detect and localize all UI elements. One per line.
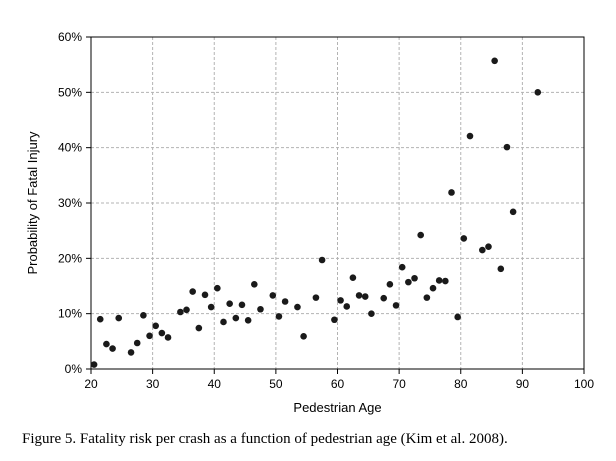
y-tick-label: 20%: [58, 251, 82, 265]
data-point: [411, 274, 418, 282]
data-point: [318, 256, 326, 264]
data-point: [331, 316, 338, 324]
data-point: [386, 281, 394, 288]
data-point: [238, 301, 246, 309]
data-point: [232, 314, 240, 322]
data-point: [103, 340, 110, 348]
x-tick-label: 80: [454, 377, 468, 391]
data-point: [207, 303, 215, 311]
data-point: [90, 361, 98, 368]
data-point: [133, 339, 141, 347]
data-point: [146, 332, 153, 340]
data-point: [251, 281, 258, 288]
y-tick-label: 10%: [58, 307, 82, 321]
data-point: [152, 322, 160, 330]
data-point: [300, 333, 307, 340]
data-point: [509, 208, 517, 216]
data-point: [466, 132, 474, 140]
data-point: [460, 235, 468, 242]
data-point: [164, 334, 172, 341]
data-point: [244, 317, 252, 324]
data-point: [96, 315, 104, 323]
data-point: [343, 303, 351, 310]
data-point: [429, 284, 437, 292]
x-axis-label: Pedestrian Age: [293, 400, 381, 415]
data-point: [417, 231, 424, 239]
data-point: [503, 143, 511, 151]
data-point: [127, 349, 135, 356]
data-points: [90, 57, 542, 368]
x-tick-label: 100: [574, 377, 594, 391]
data-point: [497, 265, 505, 273]
data-point: [201, 291, 209, 299]
data-point: [140, 312, 147, 319]
x-tick-label: 50: [269, 377, 283, 391]
figure-caption: Figure 5. Fatality risk per crash as a f…: [22, 431, 508, 447]
data-point: [398, 263, 406, 271]
data-point: [220, 318, 227, 326]
data-point: [485, 243, 492, 251]
x-tick-label: 60: [331, 377, 345, 391]
y-tick-label: 30%: [58, 196, 82, 210]
data-point: [368, 310, 375, 317]
data-point: [183, 306, 190, 314]
x-tick-label: 30: [146, 377, 160, 391]
data-point: [177, 308, 184, 316]
y-tick-label: 40%: [58, 141, 82, 155]
data-point: [534, 89, 542, 96]
data-point: [423, 294, 431, 301]
data-point: [355, 292, 363, 299]
data-point: [275, 313, 283, 320]
y-tick-label: 0%: [65, 362, 83, 376]
axis-ticks: 20 30 40 50 60 70 80 90 100 0% 10% 20% 30% 40% 50% 60%: [58, 30, 594, 391]
data-point: [392, 302, 400, 309]
x-tick-label: 90: [516, 377, 530, 391]
data-point: [479, 246, 486, 254]
x-tick-label: 40: [208, 377, 222, 391]
grid-lines: [91, 37, 584, 369]
data-point: [257, 305, 264, 313]
data-point: [115, 314, 123, 322]
data-point: [312, 294, 320, 301]
y-axis-label: Probability of Fatal Injury: [25, 131, 40, 275]
data-point: [195, 324, 203, 332]
data-point: [448, 189, 455, 196]
x-tick-label: 70: [392, 377, 406, 391]
data-point: [454, 313, 461, 321]
y-tick-label: 60%: [58, 30, 82, 44]
data-point: [361, 293, 369, 300]
data-point: [491, 57, 498, 65]
data-point: [109, 345, 116, 352]
data-point: [158, 329, 166, 337]
data-point: [281, 298, 289, 305]
data-point: [189, 288, 196, 295]
data-point: [442, 277, 449, 285]
data-point: [214, 284, 221, 292]
x-tick-label: 20: [84, 377, 98, 391]
data-point: [294, 303, 301, 311]
data-point: [337, 297, 344, 304]
data-point: [349, 274, 357, 282]
data-point: [405, 278, 412, 286]
data-point: [435, 277, 443, 284]
data-point: [269, 292, 277, 299]
data-point: [226, 300, 233, 308]
y-tick-label: 50%: [58, 85, 82, 99]
data-point: [380, 294, 388, 302]
